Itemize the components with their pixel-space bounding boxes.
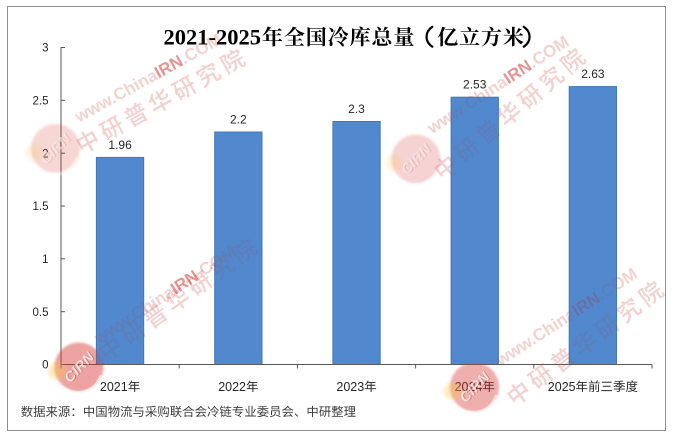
svg-text:1.96: 1.96	[108, 138, 132, 152]
svg-text:2.5: 2.5	[33, 96, 49, 108]
svg-text:2.63: 2.63	[581, 67, 605, 81]
svg-text:0: 0	[42, 360, 48, 372]
svg-text:2.53: 2.53	[463, 78, 487, 92]
svg-text:0.5: 0.5	[33, 307, 49, 319]
svg-text:2.2: 2.2	[230, 112, 247, 126]
svg-text:2022: 2022	[218, 380, 246, 394]
svg-text:3: 3	[42, 43, 48, 55]
svg-text:1.5: 1.5	[33, 201, 49, 213]
svg-text:1: 1	[42, 254, 48, 266]
svg-text:2.3: 2.3	[348, 102, 365, 116]
svg-text:2021: 2021	[100, 380, 128, 394]
svg-text:2025: 2025	[548, 380, 576, 394]
svg-text:2021-2025: 2021-2025	[164, 25, 262, 50]
svg-text:2023: 2023	[336, 380, 364, 394]
